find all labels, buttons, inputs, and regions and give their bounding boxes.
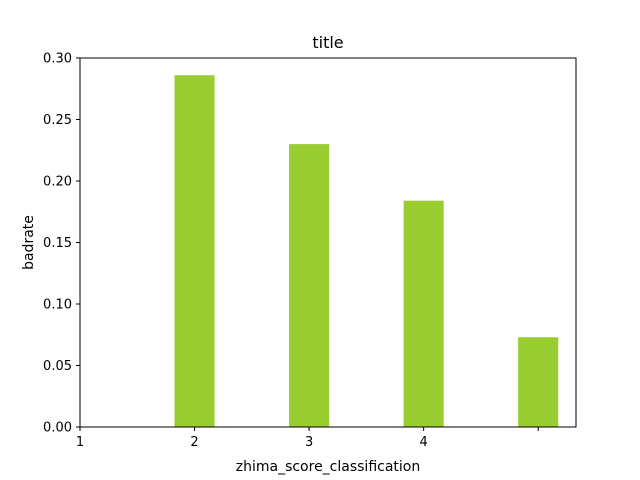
chart-title: title [312,33,343,52]
y-axis: 0.00 0.05 0.10 0.15 0.20 0.25 0.30 [43,52,80,436]
bar-3 [403,200,444,427]
x-tick-label-3: 3 [305,435,313,450]
y-tick-label-3: 0.10 [43,298,72,313]
y-tick-label-2: 0.05 [43,359,72,374]
bar-2 [289,144,330,427]
bar-1 [174,75,215,427]
y-tick-label-1: 0.00 [43,421,72,436]
y-tick-label-7: 0.30 [43,52,72,67]
x-axis-label: zhima_score_classification [236,459,421,475]
x-tick-label-1: 1 [76,435,84,450]
x-tick-label-4: 4 [420,435,428,450]
bars [174,75,559,427]
x-axis: 1 2 3 4 [76,427,539,450]
y-tick-label-4: 0.15 [43,236,72,251]
y-axis-label: badrate [21,215,37,270]
bar-4 [518,337,559,427]
y-tick-label-6: 0.25 [43,113,72,128]
x-tick-label-2: 2 [190,435,198,450]
y-tick-label-5: 0.20 [43,175,72,190]
